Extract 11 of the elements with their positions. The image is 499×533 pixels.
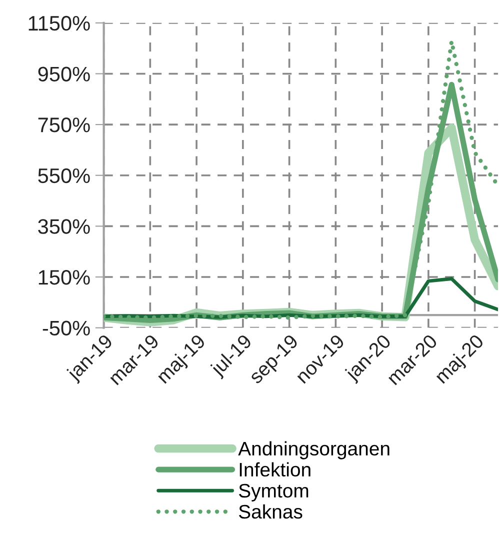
y-tick-label: -50% [42,320,90,336]
legend-label: Infektion [240,462,310,477]
y-tick-label: 1150% [28,16,90,31]
y-tick-label: 150% [38,270,90,285]
y-tick-label: 750% [38,118,90,132]
y-tick-label: 350% [38,219,90,234]
y-tick-label: 550% [38,168,90,184]
legend-label: Andningsorganen [238,441,390,460]
legend-label: Symtom [238,484,308,502]
legend-label: Saknas [238,504,302,519]
y-tick-label: 950% [38,66,90,82]
